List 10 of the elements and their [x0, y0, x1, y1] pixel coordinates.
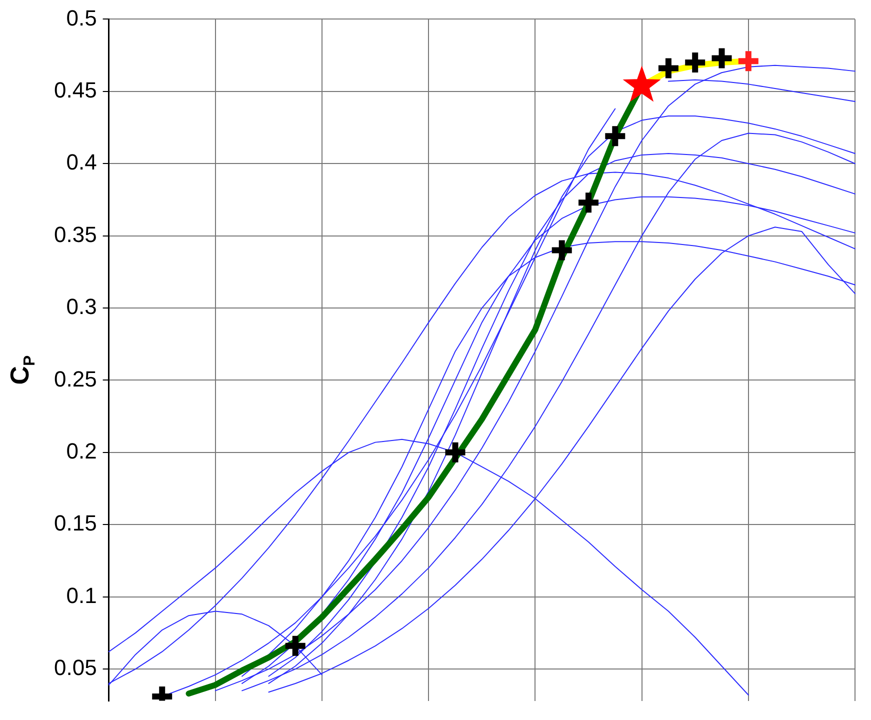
y-tick-label: 0.1 — [66, 582, 97, 608]
y-tick-label: 0.4 — [66, 150, 97, 175]
y-tick-label: 0.5 — [66, 5, 97, 30]
y-tick-label: 0.15 — [54, 510, 97, 536]
y-tick-label: 0.05 — [54, 655, 97, 680]
y-tick-label: 0.25 — [54, 366, 97, 392]
y-tick-label: 0.45 — [54, 77, 97, 102]
y-tick-label: 0.3 — [66, 294, 97, 320]
y-tick-label: 0.35 — [54, 222, 97, 247]
y-tick-label: 0.2 — [66, 438, 97, 464]
